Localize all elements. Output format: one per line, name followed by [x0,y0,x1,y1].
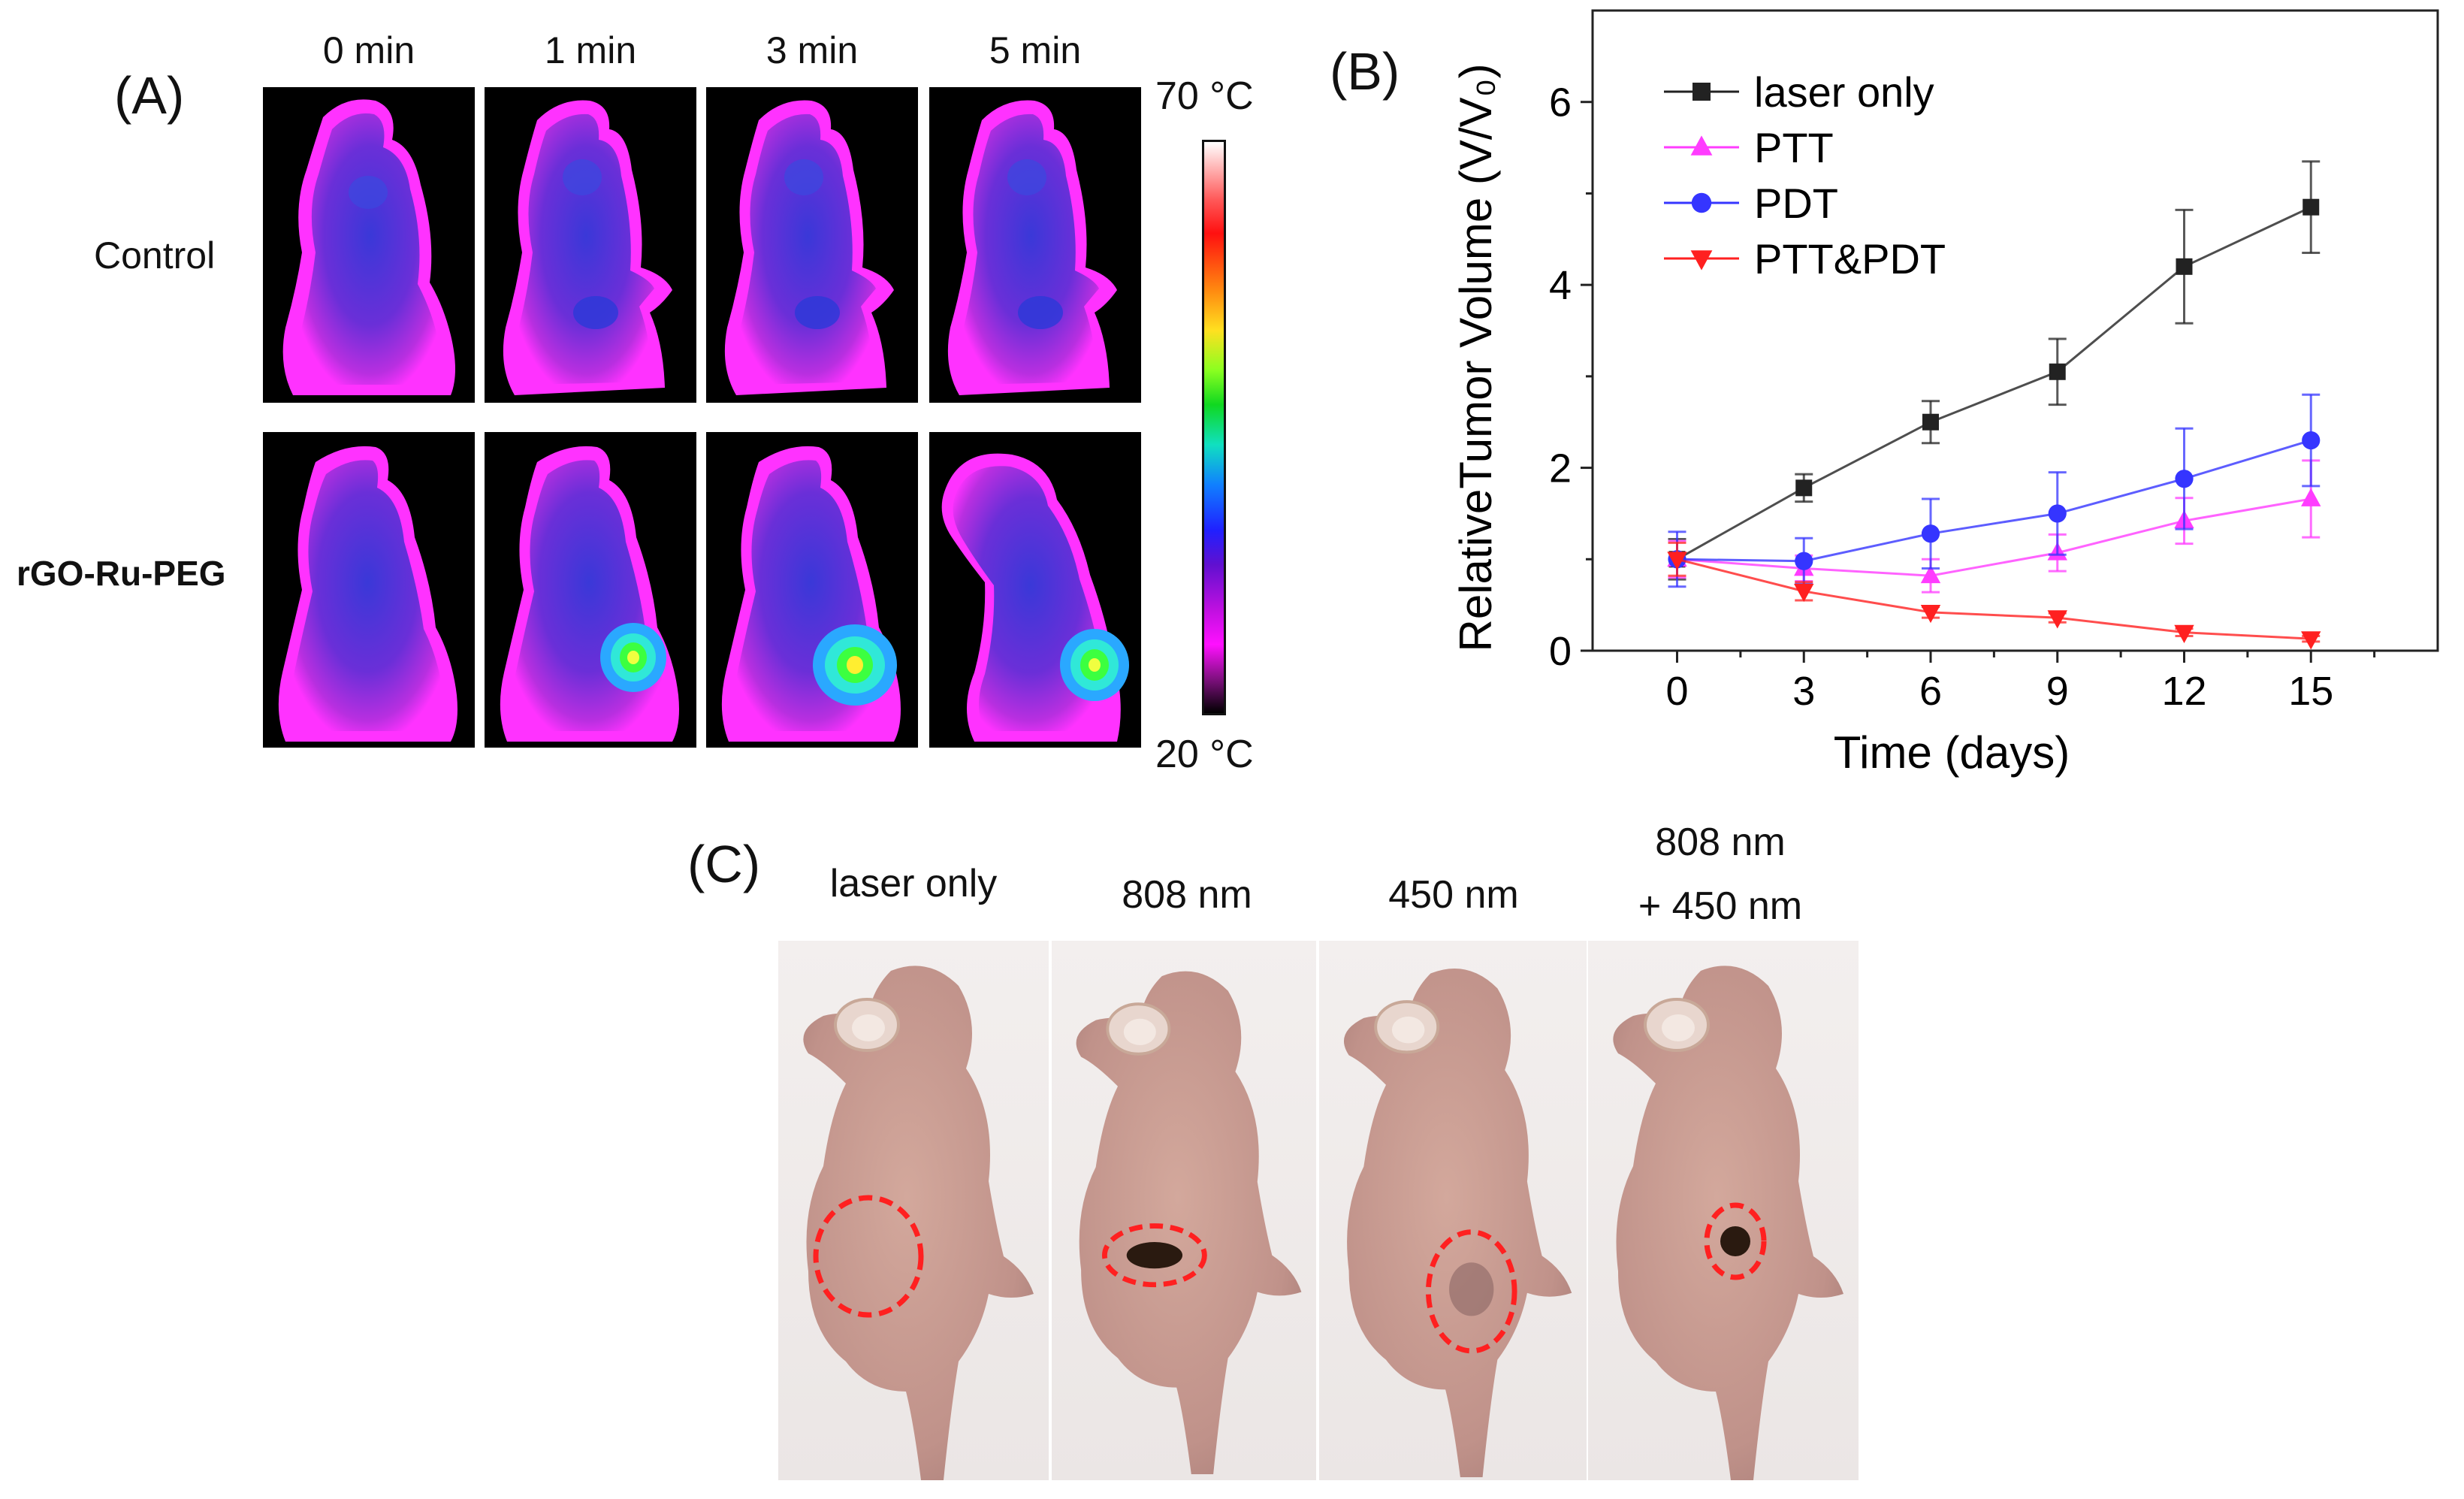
series-line-laser-only [1676,206,2312,561]
data-point-pdt [1795,552,1813,570]
photo-label-808: 808 nm [1122,873,1252,917]
time-label-2: 3 min [765,29,859,71]
x-tick-label: 12 [2161,669,2206,714]
data-point-pdt [2175,470,2194,488]
y-tick-label: 0 [1549,629,1572,674]
y-tick-label: 6 [1549,80,1572,125]
data-point-ptt-pdt [1667,552,1687,570]
photo-label-450-combo: + 450 nm [1638,884,1803,928]
temperature-colorbar [1202,140,1226,715]
data-point-pdt [1921,524,1940,543]
thermal-image-rgo-1min [485,432,696,748]
x-tick-label: 6 [1919,669,1942,714]
legend-label-ptt: PTT [1754,124,1834,171]
y-tick-label: 2 [1549,446,1572,491]
thermal-image-control-1min [485,87,696,403]
series-line-pdt [1677,439,2312,563]
mouse-photo-808-450 [1588,941,1859,1480]
legend-label-laser-only: laser only [1754,68,1934,116]
data-point-laser-only [2302,198,2320,216]
thermal-image-control-0min [263,87,475,403]
legend-label-pdt: PDT [1754,180,1838,227]
data-point-ptt [1920,564,1941,584]
x-axis-label: Time (days) [1834,727,2070,778]
data-point-ptt-pdt [2301,631,2321,650]
panel-c-label: (C) [687,835,761,893]
legend-marker-pdt [1691,192,1712,213]
scale-max-label: 70 °C [1155,74,1254,118]
thermal-image-rgo-3min [706,432,918,748]
thermal-image-control-3min [706,87,918,403]
data-point-pdt [2048,504,2067,523]
data-point-laser-only [1795,479,1813,497]
x-tick-label: 15 [2288,669,2333,714]
time-label-1: 1 min [544,29,637,71]
data-point-pdt [2302,431,2321,450]
mouse-photo-laser-only [778,941,1049,1480]
thermal-image-rgo-0min [263,432,475,748]
data-point-ptt-pdt [1920,604,1941,624]
data-point-laser-only [1922,413,1939,431]
data-point-ptt-pdt [2047,610,2067,629]
series-line-ptt [1677,497,2312,577]
legend-marker-ptt-pdt [1690,250,1713,270]
data-point-laser-only [2176,258,2193,275]
tumor-volume-chart: 0 3 6 9 12 15 0 2 4 6 laser only PTT PDT PTT&PDT Rela… [1451,9,2439,778]
time-label-0: 0 min [322,29,415,71]
thermal-image-control-5min [929,87,1141,403]
y-tick-label: 4 [1549,263,1572,308]
scale-min-label: 20 °C [1155,733,1254,776]
data-point-ptt-pdt [2174,624,2194,643]
plot-frame [1591,9,2439,652]
legend-marker-laser-only [1692,83,1711,101]
thermal-image-rgo-5min [929,432,1141,748]
time-label-3: 5 min [989,29,1082,71]
data-point-ptt-pdt [1794,583,1814,603]
photo-label-laser-only: laser only [829,862,998,905]
series-line-ptt-pdt [1677,558,2312,640]
legend-marker-ptt [1690,135,1713,156]
mouse-photo-808 [1052,941,1316,1480]
row-label-control: Control [94,234,216,277]
x-tick-label: 0 [1665,669,1688,714]
photo-label-808-combo: 808 nm [1655,821,1786,864]
panel-a-label: (A) [114,66,185,125]
data-point-ptt [2301,488,2321,506]
row-label-rgo: rGO-Ru-PEG [17,554,226,593]
x-tick-label: 9 [2046,669,2069,714]
mouse-photo-450 [1319,941,1587,1480]
data-point-laser-only [2049,363,2066,380]
photo-label-450: 450 nm [1388,873,1519,917]
panel-b-label: (B) [1330,42,1400,101]
x-tick-label: 3 [1792,669,1815,714]
legend-label-ptt-pdt: PTT&PDT [1754,235,1946,283]
y-axis-label: RelativeTumor Volume (V/V₀) [1451,64,1501,652]
